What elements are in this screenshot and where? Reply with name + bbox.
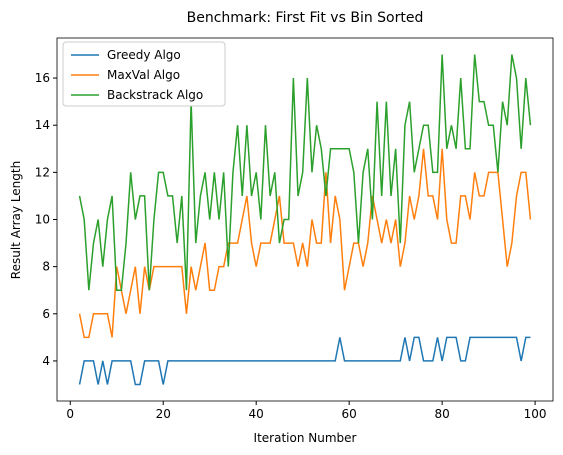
y-tick-label: 6: [42, 307, 50, 321]
x-tick-label: 100: [524, 407, 547, 421]
data-line: [78, 148, 532, 339]
legend-label: MaxVal Algo: [107, 68, 180, 82]
data-line: [78, 336, 531, 386]
x-tick-label: 0: [66, 407, 74, 421]
plot-frame: [56, 37, 554, 402]
y-tick-label: 4: [42, 354, 50, 368]
legend-box: [62, 41, 226, 107]
chart-title: Benchmark: First Fit vs Bin Sorted: [187, 10, 424, 26]
data-line: [78, 54, 532, 291]
y-tick-label: 16: [35, 71, 50, 85]
x-tick-label: 40: [249, 407, 264, 421]
y-tick-label: 8: [42, 260, 50, 274]
legend-label: Backstrack Algo: [107, 88, 203, 102]
y-axis-label: Result Array Length: [9, 161, 23, 279]
y-tick-label: 12: [35, 165, 50, 179]
x-tick-label: 80: [434, 407, 449, 421]
x-axis-label: Iteration Number: [254, 431, 357, 445]
y-tick-label: 10: [35, 213, 50, 227]
x-tick-label: 20: [156, 407, 171, 421]
x-tick-label: 60: [342, 407, 357, 421]
legend-label: Greedy Algo: [107, 48, 181, 62]
y-tick-label: 14: [35, 118, 50, 132]
